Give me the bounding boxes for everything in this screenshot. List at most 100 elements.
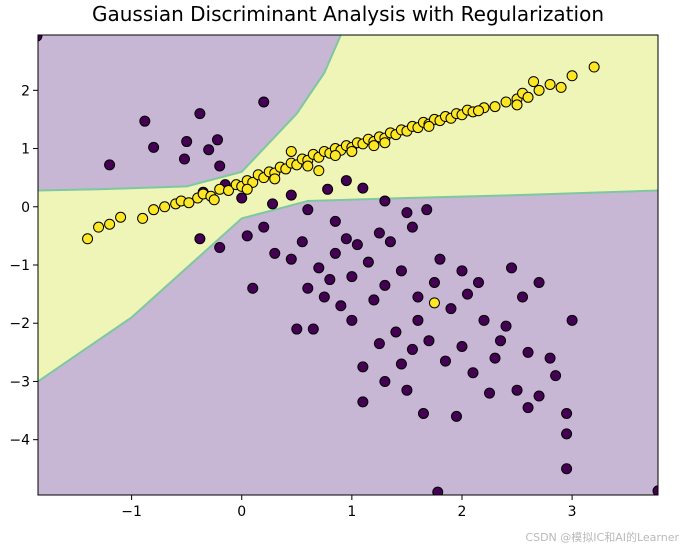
point-class-0 — [561, 428, 573, 440]
point-class-1 — [566, 70, 578, 82]
point-class-0 — [522, 402, 534, 414]
point-class-0 — [395, 265, 407, 277]
point-class-0 — [489, 352, 501, 364]
point-class-1 — [533, 84, 545, 96]
point-class-1 — [241, 183, 253, 195]
point-class-0 — [522, 346, 534, 358]
point-class-1 — [329, 150, 341, 162]
point-class-1 — [115, 211, 127, 223]
point-class-0 — [401, 384, 413, 396]
point-class-0 — [324, 274, 336, 286]
point-class-0 — [346, 314, 358, 326]
point-class-1 — [423, 120, 435, 132]
point-class-1 — [223, 184, 235, 196]
point-class-0 — [362, 256, 374, 268]
point-class-0 — [258, 96, 270, 108]
point-class-0 — [550, 370, 562, 382]
x-tick-label: 0 — [237, 504, 246, 520]
point-class-0 — [401, 207, 413, 219]
point-class-0 — [412, 314, 424, 326]
point-class-0 — [357, 182, 369, 194]
point-class-0 — [652, 485, 658, 495]
point-class-0 — [478, 314, 490, 326]
point-class-1 — [500, 96, 512, 108]
point-class-0 — [329, 247, 341, 259]
point-class-1 — [302, 160, 314, 172]
point-class-1 — [346, 145, 358, 157]
point-class-0 — [379, 279, 391, 291]
x-axis: −1 0 1 2 3 — [121, 495, 577, 520]
point-class-0 — [517, 291, 529, 303]
point-class-1 — [472, 105, 484, 117]
point-class-0 — [445, 303, 457, 315]
point-class-0 — [285, 253, 297, 265]
point-class-1 — [368, 140, 380, 152]
point-class-0 — [285, 189, 297, 201]
point-class-0 — [104, 159, 116, 171]
point-class-0 — [302, 204, 314, 216]
point-class-0 — [214, 242, 226, 254]
point-class-0 — [203, 144, 215, 156]
point-class-0 — [423, 335, 435, 347]
point-class-1 — [428, 297, 440, 309]
point-class-0 — [412, 291, 424, 303]
point-class-0 — [148, 141, 160, 153]
point-class-0 — [384, 236, 396, 248]
point-class-0 — [500, 320, 512, 332]
point-class-0 — [212, 134, 224, 146]
point-class-0 — [439, 355, 451, 367]
point-class-0 — [456, 341, 468, 353]
point-class-0 — [178, 153, 190, 165]
y-tick-label: −1 — [9, 258, 30, 274]
y-tick-label: 0 — [21, 200, 30, 216]
point-class-0 — [390, 326, 402, 338]
point-class-1 — [588, 61, 600, 73]
point-class-1 — [137, 212, 149, 224]
point-class-0 — [322, 183, 334, 195]
x-tick-label: −1 — [121, 504, 142, 520]
chart-title: Gaussian Discriminant Analysis with Regu… — [92, 2, 604, 26]
x-tick-label: 1 — [347, 504, 356, 520]
point-class-0 — [236, 192, 248, 204]
point-class-0 — [38, 35, 43, 42]
point-class-0 — [214, 160, 226, 172]
data-points — [38, 35, 658, 495]
point-class-1 — [555, 81, 567, 93]
point-class-0 — [406, 343, 418, 355]
point-class-0 — [511, 384, 523, 396]
boundary-lower — [38, 189, 658, 383]
point-class-0 — [241, 230, 253, 242]
point-class-0 — [357, 361, 369, 373]
decision-regions — [38, 35, 658, 495]
point-class-1 — [93, 221, 105, 233]
x-tick-label: 2 — [458, 504, 467, 520]
point-class-1 — [379, 137, 391, 149]
point-class-0 — [417, 407, 429, 419]
region-class-1 — [38, 35, 658, 382]
point-class-0 — [461, 288, 473, 300]
point-class-1 — [183, 197, 195, 209]
point-class-0 — [318, 291, 330, 303]
point-class-0 — [296, 236, 308, 248]
point-class-1 — [544, 78, 556, 90]
point-class-0 — [267, 198, 279, 210]
watermark: CSDN @模拟IC和AI的Learner — [525, 531, 679, 544]
point-class-0 — [307, 323, 319, 335]
point-class-0 — [495, 335, 507, 347]
point-class-0 — [456, 265, 468, 277]
boundary-upper — [38, 35, 342, 192]
point-class-0 — [533, 276, 545, 288]
point-class-0 — [247, 282, 259, 294]
point-class-0 — [291, 323, 303, 335]
point-class-0 — [340, 233, 352, 245]
point-class-0 — [368, 294, 380, 306]
point-class-0 — [373, 227, 385, 239]
point-class-0 — [432, 486, 444, 495]
point-class-1 — [104, 218, 116, 230]
point-class-0 — [434, 253, 446, 265]
point-class-0 — [313, 262, 325, 274]
point-class-0 — [450, 410, 462, 422]
y-tick-label: 2 — [21, 83, 30, 99]
point-class-1 — [528, 76, 540, 88]
y-tick-label: −4 — [9, 433, 30, 449]
